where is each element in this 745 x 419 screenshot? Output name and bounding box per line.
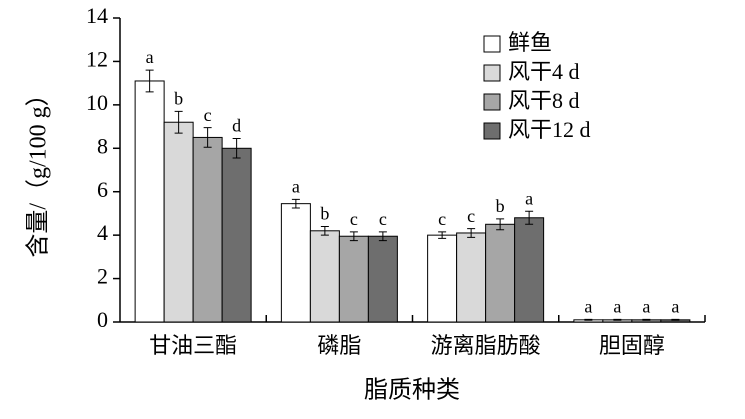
- bar: [367, 235, 398, 323]
- bar: [514, 217, 545, 323]
- significance-letter: c: [438, 209, 446, 229]
- y-tick-label: 4: [97, 220, 108, 245]
- y-tick-label: 10: [86, 90, 108, 115]
- error-bar: [203, 127, 212, 148]
- y-tick-label: 14: [86, 3, 108, 28]
- significance-letter: c: [350, 209, 358, 229]
- legend-swatch: [483, 64, 501, 82]
- significance-letter: c: [204, 105, 212, 125]
- y-tick-label: 8: [97, 133, 108, 158]
- legend-label: 风干12 d: [508, 117, 591, 142]
- legend-label: 风干4 d: [508, 59, 580, 84]
- significance-letter: a: [292, 176, 300, 196]
- significance-letter: d: [232, 116, 241, 136]
- x-axis-title: 脂质种类: [364, 377, 460, 404]
- x-tick-label: 磷脂: [317, 333, 361, 358]
- significance-letter: a: [642, 297, 650, 317]
- legend-label: 鲜鱼: [508, 30, 552, 55]
- bar: [309, 230, 340, 323]
- error-bar: [145, 69, 154, 93]
- error-bar: [613, 318, 622, 321]
- error-bar: [349, 231, 358, 242]
- significance-letter: b: [174, 88, 183, 108]
- bar: [485, 223, 516, 323]
- significance-letter: a: [584, 297, 592, 317]
- error-bar: [496, 218, 505, 231]
- bar: [427, 234, 458, 323]
- significance-letter: b: [320, 204, 329, 224]
- y-axis-title: 含量/（g/100 g）: [25, 82, 52, 257]
- legend-swatch: [483, 93, 501, 111]
- significance-letter: a: [525, 188, 533, 208]
- significance-letter: a: [146, 47, 154, 67]
- significance-letter: a: [671, 297, 679, 317]
- y-tick-label: 6: [97, 177, 108, 202]
- significance-letter: c: [467, 206, 475, 226]
- bar: [456, 232, 487, 323]
- x-tick-label: 胆固醇: [599, 333, 665, 358]
- bar: [192, 136, 223, 323]
- bar: [134, 80, 165, 323]
- bar: [221, 147, 252, 323]
- legend-swatch: [483, 35, 501, 53]
- bar: [163, 121, 194, 323]
- legend-label: 风干8 d: [508, 88, 580, 113]
- x-tick-label: 甘油三酯: [149, 333, 237, 358]
- y-tick-label: 2: [97, 264, 108, 289]
- error-bar: [320, 225, 329, 236]
- error-bar: [438, 231, 447, 239]
- error-bar: [291, 198, 300, 209]
- error-bar: [642, 318, 651, 321]
- legend-swatch: [483, 122, 501, 140]
- error-bar: [378, 231, 387, 242]
- bar: [338, 235, 369, 323]
- x-tick-label: 游离脂肪酸: [431, 333, 541, 358]
- y-tick-label: 0: [97, 307, 108, 332]
- y-tick-label: 12: [86, 46, 108, 71]
- significance-letter: c: [379, 209, 387, 229]
- error-bar: [525, 210, 534, 225]
- significance-letter: b: [496, 196, 505, 216]
- bar: [280, 203, 311, 323]
- significance-letter: a: [613, 297, 621, 317]
- error-bar: [174, 110, 183, 134]
- error-bar: [467, 228, 476, 238]
- error-bar: [671, 318, 680, 321]
- error-bar: [232, 138, 241, 159]
- error-bar: [584, 318, 593, 321]
